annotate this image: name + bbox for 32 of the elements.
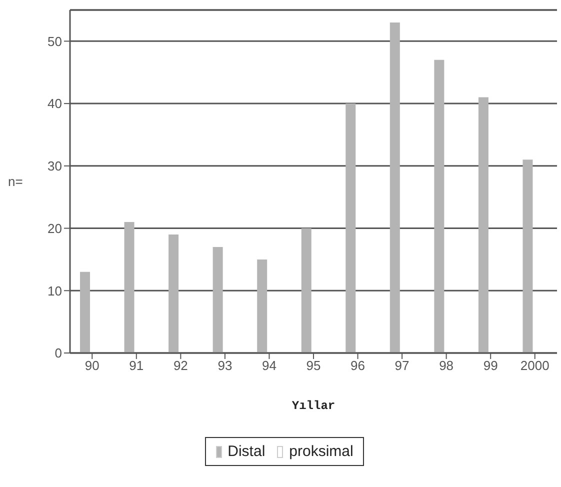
x-tick-label: 92 bbox=[173, 358, 188, 374]
x-tick-label: 94 bbox=[262, 358, 276, 374]
y-tick-label: 20 bbox=[48, 220, 62, 236]
bar bbox=[257, 259, 268, 353]
bar bbox=[124, 222, 134, 353]
y-tick-label: 50 bbox=[48, 34, 62, 49]
y-tick-label: 30 bbox=[48, 158, 62, 174]
x-axis-title: Yıllar bbox=[292, 399, 336, 413]
x-tick-label: 98 bbox=[439, 358, 454, 374]
legend-label: proksimal bbox=[288, 443, 354, 460]
bar bbox=[478, 97, 488, 353]
x-tick-label: 95 bbox=[306, 358, 321, 374]
bar bbox=[522, 160, 533, 353]
y-tick-label: 0 bbox=[54, 346, 62, 361]
y-tick-label: 10 bbox=[48, 283, 62, 298]
bar bbox=[346, 104, 356, 353]
x-tick-label: 91 bbox=[129, 358, 144, 374]
y-axis-title: n= bbox=[8, 174, 23, 190]
legend-label: Distal bbox=[226, 443, 266, 460]
bar bbox=[301, 228, 312, 353]
x-tick-label: 93 bbox=[218, 358, 232, 374]
x-tick-label: 90 bbox=[84, 358, 100, 374]
x-tick-label: 97 bbox=[394, 358, 410, 374]
y-tick-label: 40 bbox=[48, 96, 62, 112]
x-tick-label: 2000 bbox=[520, 358, 550, 374]
bar bbox=[212, 246, 223, 353]
bar bbox=[390, 22, 400, 353]
bar bbox=[168, 234, 179, 353]
bar bbox=[80, 272, 90, 353]
bar bbox=[434, 60, 444, 353]
x-tick-label: 99 bbox=[483, 358, 498, 374]
x-tick-label: 96 bbox=[350, 358, 366, 374]
